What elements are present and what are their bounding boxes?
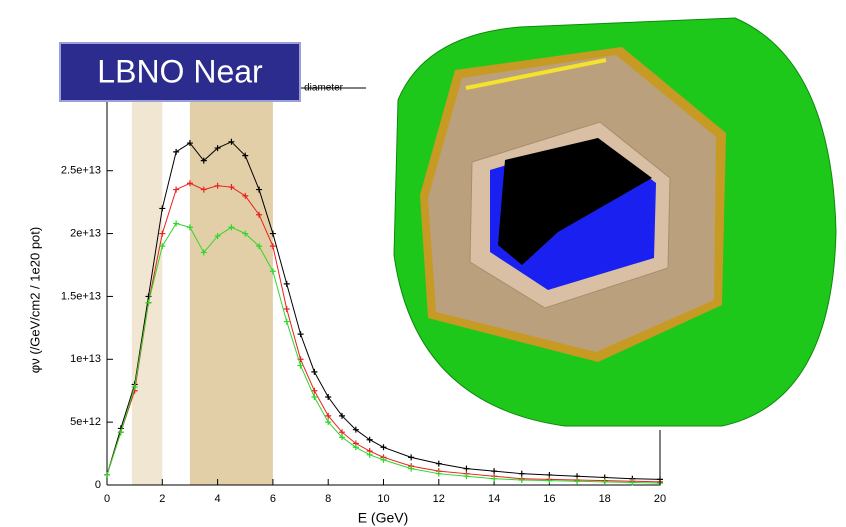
- marker: [602, 479, 608, 485]
- band: [132, 89, 162, 485]
- x-tick-label: 0: [104, 493, 110, 505]
- marker: [284, 319, 290, 325]
- marker: [436, 461, 442, 467]
- marker: [173, 221, 179, 227]
- marker: [574, 478, 580, 484]
- y-tick-label: 1.5e+13: [61, 290, 101, 302]
- marker: [284, 281, 290, 287]
- x-tick-label: 6: [270, 493, 276, 505]
- marker: [381, 444, 387, 450]
- marker: [298, 331, 304, 337]
- y-tick-label: 0: [95, 479, 101, 491]
- y-tick-label: 2e+13: [70, 227, 101, 239]
- marker: [104, 472, 110, 478]
- x-tick-label: 4: [215, 493, 221, 505]
- y-tick-label: 5e+12: [70, 416, 101, 428]
- x-tick-label: 14: [488, 493, 500, 505]
- y-axis-label: φν (/GeV/cm2 / 1e20 pot): [27, 227, 42, 373]
- marker: [284, 306, 290, 312]
- marker: [519, 477, 525, 483]
- x-tick-label: 2: [159, 493, 165, 505]
- band: [190, 89, 273, 485]
- x-tick-label: 20: [654, 493, 666, 505]
- y-tick-label: 2.5e+13: [61, 165, 101, 177]
- x-tick-label: 18: [599, 493, 611, 505]
- slide: 0 5e+12 1e+13 1.5e+13 2e+13 2.5e+13 0 2 4 6 8 10 12 1…: [0, 0, 846, 527]
- detector-image: [394, 18, 836, 426]
- marker: [173, 149, 179, 155]
- x-tick-label: 8: [325, 493, 331, 505]
- x-tick-label: 10: [377, 493, 389, 505]
- marker: [173, 187, 179, 193]
- x-axis-label: E (GeV): [358, 510, 409, 526]
- y-tick-label: 1e+13: [70, 353, 101, 365]
- marker: [408, 454, 414, 460]
- marker: [311, 369, 317, 375]
- annotation: LBNO Near: [97, 53, 263, 89]
- x-tick-label: 12: [433, 493, 445, 505]
- marker: [546, 478, 552, 484]
- x-tick-label: 16: [543, 493, 555, 505]
- marker: [367, 452, 373, 458]
